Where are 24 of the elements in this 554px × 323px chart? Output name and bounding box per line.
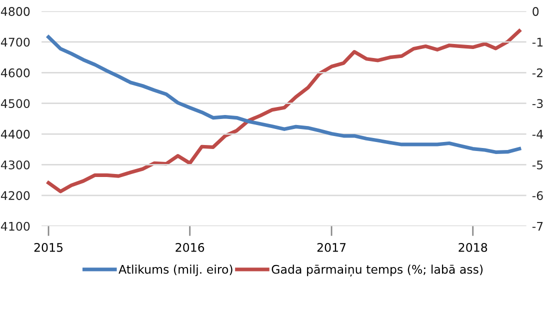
y2-tick-label: -7 (532, 222, 543, 231)
y-tick-label: 4500 (0, 99, 30, 108)
y2-tick-label: -4 (532, 130, 543, 139)
y2-tick-label: -3 (532, 99, 543, 108)
legend-label: Atlikums (milj. eiro) (118, 264, 232, 276)
x-tick-label: 2018 (458, 242, 488, 252)
line-series (46, 35, 522, 154)
y2-tick-label: -2 (532, 68, 542, 78)
y2-tick-label: -5 (532, 160, 543, 170)
y-tick-label: 4800 (0, 7, 30, 16)
line-series (46, 29, 522, 194)
y-tick-label: 4200 (0, 191, 30, 200)
y2-tick-label: 0 (532, 7, 539, 16)
y2-tick-label: -6 (532, 191, 543, 200)
x-tick-label: 2016 (176, 242, 204, 252)
y-tick-label: 4300 (0, 160, 30, 170)
y-tick-label: 4400 (0, 130, 30, 139)
y-tick-label: 4100 (0, 222, 30, 231)
x-tick-label: 2017 (317, 242, 346, 252)
x-tick-label: 2015 (34, 242, 63, 252)
y-tick-label: 4600 (0, 68, 30, 78)
legend-label: Gada pārmaiņu temps (%; labā ass) (272, 264, 483, 276)
y2-tick-label: -1 (532, 38, 543, 46)
y-tick-label: 4700 (0, 38, 30, 47)
